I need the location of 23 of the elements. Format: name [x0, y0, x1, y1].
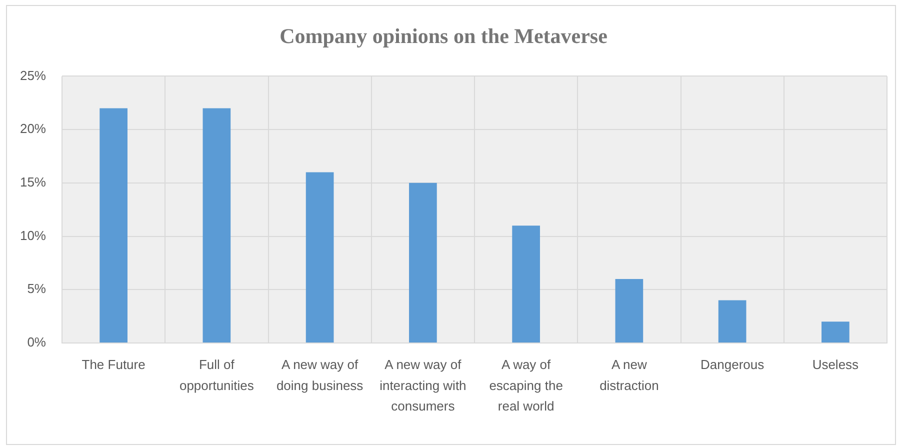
- y-tick-label: 25%: [20, 68, 46, 83]
- bar: [822, 322, 850, 342]
- chart-title: Company opinions on the Metaverse: [280, 24, 608, 48]
- y-tick-label: 0%: [27, 334, 46, 350]
- x-tick-label: A way of escaping the real world: [489, 356, 563, 414]
- bar: [512, 226, 540, 342]
- y-tick-label: 5%: [27, 281, 46, 296]
- bar: [100, 108, 128, 342]
- bar: [202, 108, 231, 342]
- x-tick-label: Useless: [812, 356, 860, 372]
- bar: [409, 182, 437, 342]
- x-tick-label: A new distraction: [600, 356, 659, 393]
- x-tick-label: The Future: [82, 356, 146, 372]
- y-tick-label: 10%: [20, 228, 46, 243]
- y-tick-label: 20%: [20, 121, 46, 136]
- bar: [615, 278, 644, 342]
- x-tick-label: Dangerous: [700, 356, 765, 372]
- bar: [306, 172, 334, 342]
- bar: [718, 300, 746, 342]
- x-tick-label: Full of opportunities: [179, 356, 254, 393]
- x-tick-label: A new way of doing business: [276, 356, 364, 393]
- y-tick-label: 15%: [20, 174, 46, 190]
- x-tick-label: A new way of interacting with consumers: [380, 356, 466, 414]
